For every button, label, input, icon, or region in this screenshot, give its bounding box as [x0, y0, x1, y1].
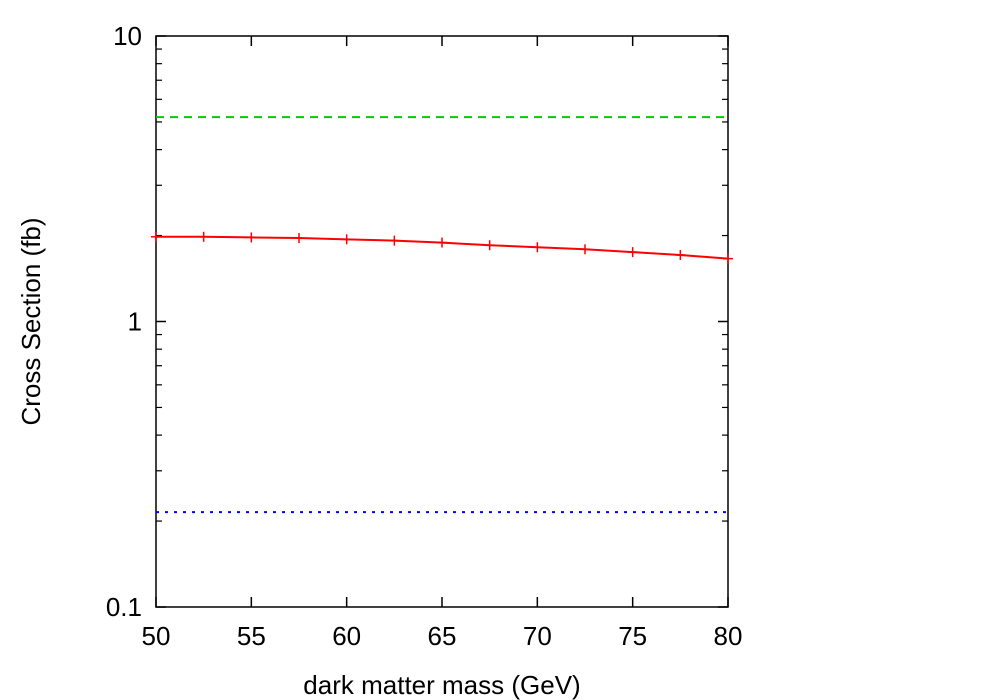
major-ticks — [155, 35, 729, 608]
minor-ticks — [156, 48, 728, 522]
data-point-marker — [151, 231, 161, 242]
y-tick-label: 10 — [113, 21, 142, 51]
x-tick-label: 60 — [332, 621, 361, 651]
y-axis-label: Cross Section (fb) — [16, 217, 46, 425]
y-tick-label: 1 — [128, 307, 142, 337]
x-tick-label: 75 — [618, 621, 647, 651]
data-point-marker — [532, 242, 543, 253]
x-tick-label: 70 — [523, 621, 552, 651]
series-layer — [151, 116, 733, 514]
y-tick-label: 0.1 — [106, 592, 142, 622]
y-tick-labels: 0.1 1 10 — [106, 21, 142, 622]
x-tick-label: 50 — [142, 621, 171, 651]
data-point-marker — [389, 235, 400, 246]
data-point-marker — [246, 232, 257, 243]
data-point-marker — [723, 253, 733, 264]
x-tick-label: 80 — [714, 621, 743, 651]
data-point-marker — [341, 234, 352, 245]
data-point-marker — [437, 237, 447, 248]
x-tick-labels: 50 55 60 65 70 75 80 — [142, 621, 743, 651]
data-point-marker — [627, 247, 638, 258]
x-tick-label: 65 — [428, 621, 457, 651]
x-tick-label: 55 — [237, 621, 266, 651]
data-point-marker — [675, 249, 686, 260]
data-point-marker — [294, 233, 304, 244]
data-point-marker — [580, 244, 590, 255]
data-point-marker — [198, 231, 209, 242]
data-point-marker — [484, 240, 495, 251]
x-axis-label: dark matter mass (GeV) — [303, 670, 580, 700]
plot-frame — [155, 35, 729, 608]
